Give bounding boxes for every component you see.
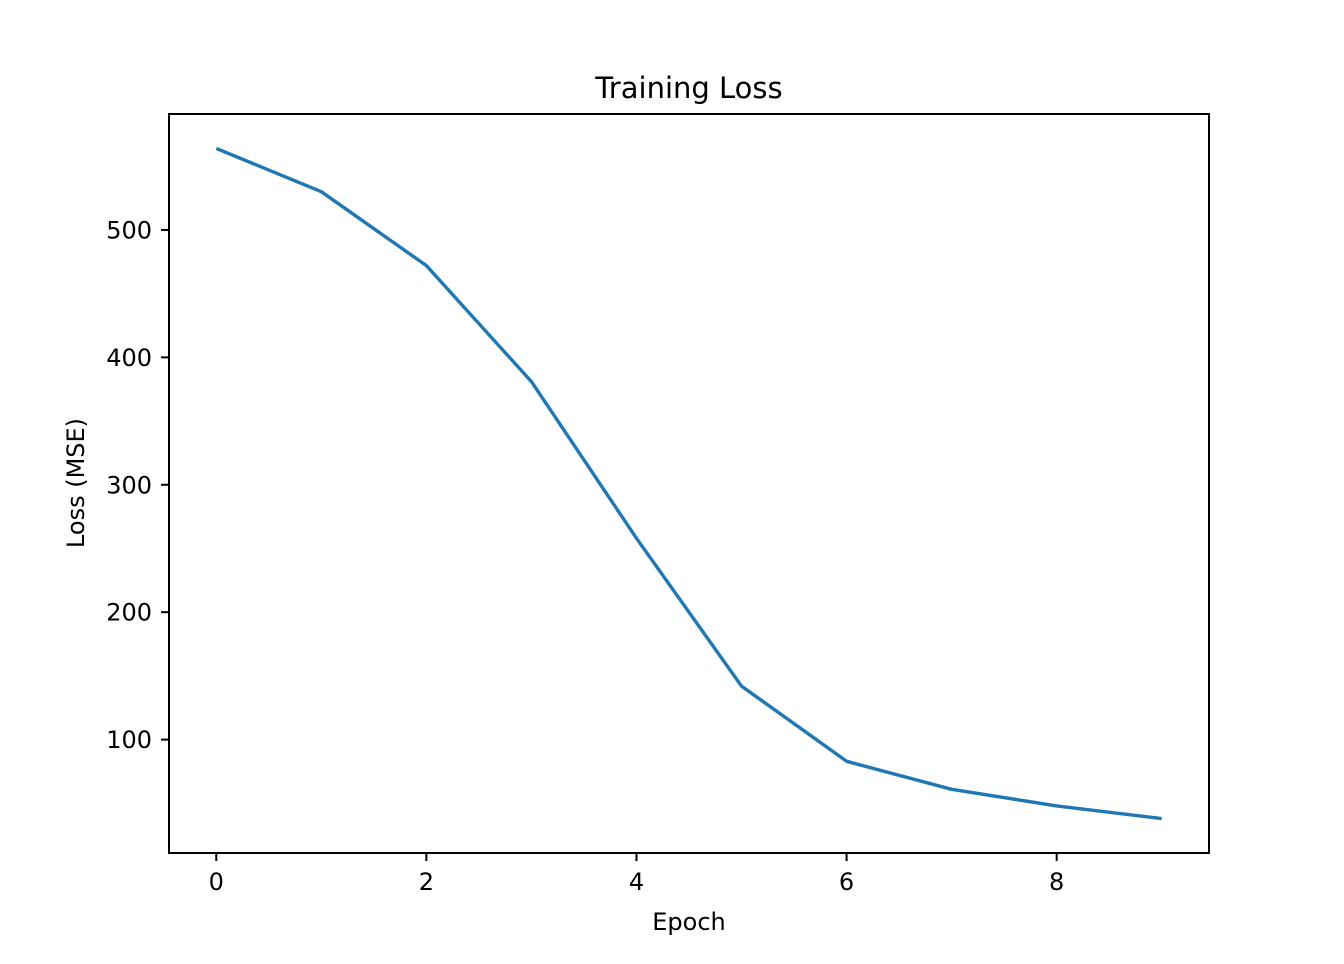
y-tick-label: 400 bbox=[106, 344, 152, 372]
y-axis-label: Loss (MSE) bbox=[62, 418, 90, 548]
x-tick-label: 6 bbox=[839, 868, 854, 896]
y-tick-label: 300 bbox=[106, 471, 152, 499]
x-tick-label: 4 bbox=[629, 868, 644, 896]
x-tick-label: 2 bbox=[419, 868, 434, 896]
x-axis-ticks: 0 2 4 6 8 bbox=[209, 853, 1064, 896]
loss-line bbox=[215, 146, 1162, 821]
y-axis-ticks: 100 200 300 400 500 bbox=[106, 216, 169, 754]
y-tick-label: 500 bbox=[106, 216, 152, 244]
x-tick-label: 8 bbox=[1049, 868, 1064, 896]
y-tick-label: 200 bbox=[106, 599, 152, 627]
y-tick-label: 100 bbox=[106, 726, 152, 754]
x-axis-label: Epoch bbox=[652, 908, 726, 936]
x-tick-label: 0 bbox=[209, 868, 224, 896]
plot-area bbox=[168, 113, 1210, 854]
chart-title: Training Loss bbox=[594, 71, 782, 105]
